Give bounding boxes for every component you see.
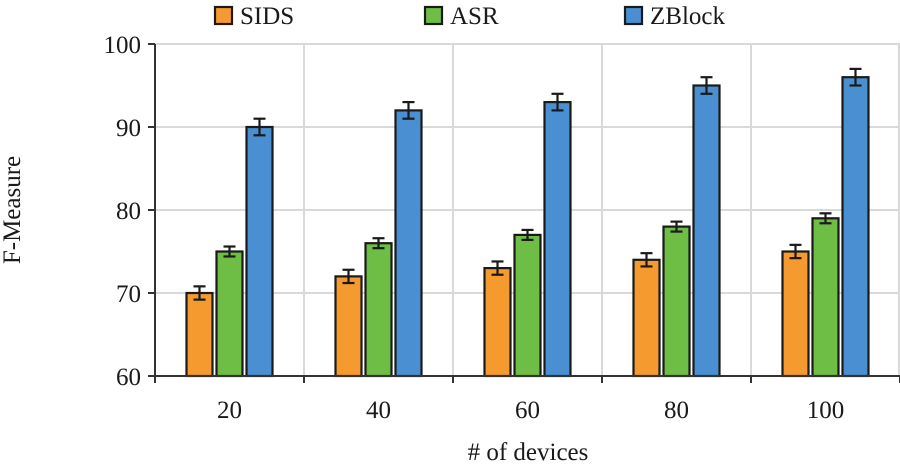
x-tick-label: 80 bbox=[664, 397, 689, 424]
x-tick-label: 100 bbox=[807, 397, 845, 424]
bar-asr-80 bbox=[662, 225, 691, 378]
bar-zblock-80 bbox=[692, 84, 721, 378]
y-tick-label: 60 bbox=[116, 364, 141, 391]
bar-asr-40 bbox=[364, 242, 393, 378]
axes bbox=[148, 43, 900, 383]
bar-asr-100 bbox=[811, 217, 840, 378]
bar-sids-60 bbox=[483, 267, 512, 378]
bar-zblock-40 bbox=[394, 109, 423, 378]
legend-label-sids: SIDS bbox=[240, 3, 294, 30]
x-tick-label: 40 bbox=[366, 397, 391, 424]
bar-asr-60 bbox=[513, 233, 542, 378]
gridlines bbox=[155, 43, 900, 376]
bar-sids-80 bbox=[632, 258, 661, 378]
bar-sids-40 bbox=[334, 275, 363, 378]
x-axis-label: # of devices bbox=[468, 439, 589, 466]
y-tick-labels: 60 70 80 90 100 bbox=[104, 32, 142, 391]
legend-label-asr: ASR bbox=[450, 3, 499, 30]
bar-asr-20 bbox=[215, 250, 244, 378]
bar-zblock-20 bbox=[245, 125, 274, 378]
y-axis-label: F-Measure bbox=[0, 156, 26, 264]
legend-swatch-asr bbox=[423, 5, 444, 26]
y-tick-label: 80 bbox=[116, 198, 141, 225]
legend-swatch-zblock bbox=[623, 5, 644, 26]
bar-zblock-100 bbox=[841, 76, 870, 378]
x-tick-labels: 20 40 60 80 100 bbox=[217, 397, 844, 424]
y-tick-label: 100 bbox=[104, 32, 142, 59]
bar-sids-20 bbox=[185, 291, 214, 378]
x-tick-label: 20 bbox=[217, 397, 242, 424]
x-tick-label: 60 bbox=[515, 397, 540, 424]
y-tick-label: 70 bbox=[116, 281, 141, 308]
legend: SIDS ASR ZBlock bbox=[213, 3, 725, 30]
legend-swatch-sids bbox=[213, 5, 234, 26]
bar-sids-100 bbox=[781, 250, 810, 378]
bars bbox=[185, 67, 870, 378]
legend-label-zblock: ZBlock bbox=[650, 3, 725, 30]
y-tick-label: 90 bbox=[116, 115, 141, 142]
bar-zblock-60 bbox=[543, 100, 572, 378]
